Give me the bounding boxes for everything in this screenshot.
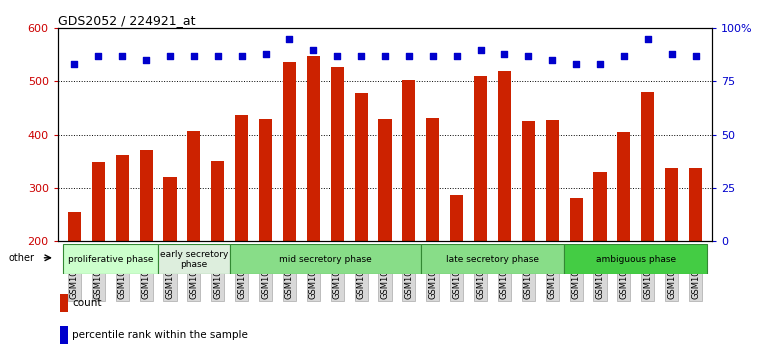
Text: late secretory phase: late secretory phase [446,255,539,264]
Point [140,57,152,63]
Bar [60,326,68,344]
Text: GDS2052 / 224921_at: GDS2052 / 224921_at [58,14,196,27]
Bar [116,155,129,241]
Bar [665,168,678,241]
Bar [60,295,68,312]
Bar [427,118,440,241]
Bar [594,172,607,241]
Point [641,36,654,42]
Bar [92,162,105,241]
Point [116,53,129,59]
Bar [498,72,511,241]
Bar [354,93,368,241]
Text: other: other [8,253,35,263]
Point [427,53,439,59]
Bar [570,198,583,241]
Point [403,53,415,59]
Point [283,36,296,42]
Bar [283,62,296,241]
Bar [139,150,152,241]
Point [236,53,248,59]
Bar [421,244,564,274]
Bar [564,244,708,274]
Point [474,47,487,52]
Bar [546,120,559,241]
Point [498,51,511,57]
Point [164,53,176,59]
Point [92,53,105,59]
Point [331,53,343,59]
Point [546,57,558,63]
Text: early secretory
phase: early secretory phase [159,250,228,269]
Bar [474,76,487,241]
Point [355,53,367,59]
Bar [330,67,343,241]
Bar [259,119,272,241]
Bar [62,244,158,274]
Text: ambiguous phase: ambiguous phase [596,255,676,264]
Bar [689,168,702,241]
Point [69,62,81,67]
Point [450,53,463,59]
Bar [618,132,631,241]
Point [570,62,582,67]
Point [665,51,678,57]
Point [594,62,606,67]
Point [379,53,391,59]
Bar [306,56,320,241]
Text: percentile rank within the sample: percentile rank within the sample [72,330,248,340]
Bar [235,115,248,241]
Bar [187,131,200,241]
Point [307,47,320,52]
Point [188,53,200,59]
Point [259,51,272,57]
Point [212,53,224,59]
Point [522,53,534,59]
Text: proliferative phase: proliferative phase [68,255,153,264]
Text: count: count [72,298,102,308]
Text: mid secretory phase: mid secretory phase [279,255,372,264]
Bar [68,211,81,241]
Bar [450,195,464,241]
Bar [163,177,176,241]
Point [689,53,701,59]
Bar [641,92,654,241]
Bar [211,161,224,241]
Bar [522,121,535,241]
Bar [378,119,392,241]
Point [618,53,630,59]
Bar [229,244,421,274]
Bar [158,244,229,274]
Bar [402,80,416,241]
